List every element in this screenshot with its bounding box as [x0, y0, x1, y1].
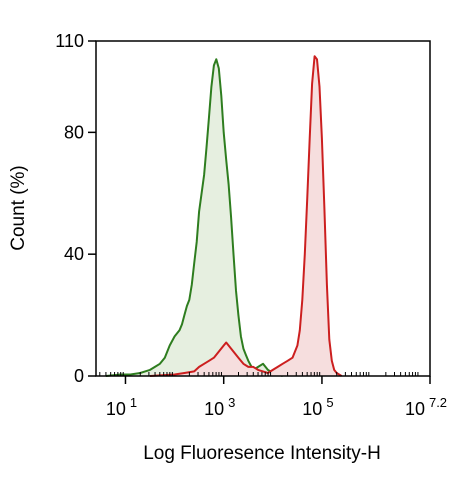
x-axis-label: Log Fluoresence Intensity-H [143, 443, 381, 464]
plot-frame [95, 40, 431, 377]
x-tick-label: 10 5 [302, 395, 333, 419]
x-tick-label: 10 1 [106, 395, 137, 419]
y-tick-label: 80 [64, 122, 84, 142]
y-tick-label: 40 [64, 244, 84, 264]
x-tick-label: 10 3 [204, 395, 235, 419]
x-tick-label: 10 7.2 [405, 395, 447, 419]
series-2-line [149, 55, 343, 377]
x-minor-ticks [99, 372, 419, 376]
y-tick-label: 0 [74, 366, 84, 386]
series-layer [105, 55, 343, 377]
series-2-area [150, 56, 342, 376]
series-1-line [105, 58, 283, 377]
axis-layer: 10 1 10 3 10 5 10 7.2 0 40 80 110 [55, 31, 447, 419]
y-axis-label: Count (%) [8, 165, 29, 251]
y-tick-label: 110 [55, 31, 84, 51]
series-1-area [105, 59, 283, 377]
